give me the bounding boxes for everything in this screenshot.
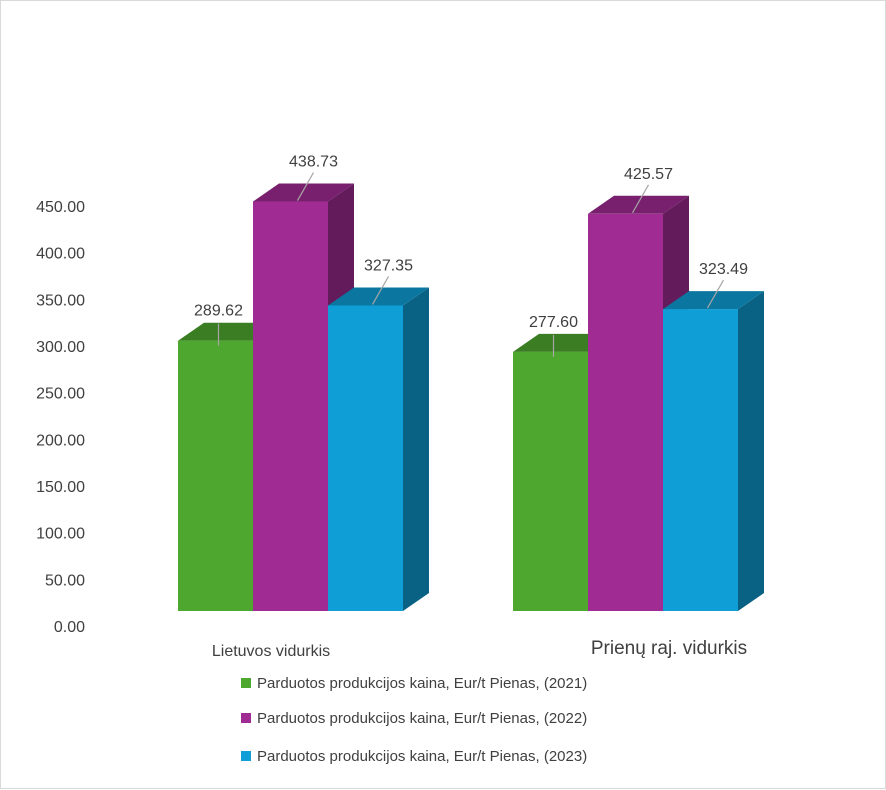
data-label: 438.73 [289, 154, 338, 171]
bar-2-2 [588, 213, 663, 611]
category-label: Lietuvos vidurkis [212, 643, 330, 660]
bar-2-3 [663, 309, 738, 611]
y-tick-label: 400.00 [36, 246, 85, 263]
y-tick-label: 450.00 [36, 199, 85, 216]
data-label: 327.35 [364, 257, 413, 274]
legend-entry: Parduotos produkcijos kaina, Eur/t Piena… [257, 675, 587, 692]
y-tick-label: 300.00 [36, 339, 85, 356]
data-label: 277.60 [529, 314, 578, 331]
y-tick-label: 150.00 [36, 479, 85, 496]
leader-line [706, 279, 725, 309]
bar-top-face [588, 195, 689, 214]
bar-1-2 [253, 201, 328, 611]
bar-1-3 [328, 305, 403, 611]
bar-top-face [663, 291, 764, 310]
data-label: 323.49 [699, 261, 748, 278]
bar-2-1 [513, 351, 588, 611]
legend-swatch [241, 751, 251, 761]
leader-line [296, 172, 315, 201]
data-label: 289.62 [194, 303, 243, 320]
bar-top-face [328, 287, 429, 306]
y-tick-label: 200.00 [36, 432, 85, 449]
legend-entry: Parduotos produkcijos kaina, Eur/t Piena… [257, 710, 587, 727]
data-label: 425.57 [624, 166, 673, 183]
y-tick-label: 0.00 [54, 619, 85, 636]
y-tick-label: 350.00 [36, 292, 85, 309]
bar-side-face [738, 291, 764, 611]
category-label: Prienų raj. vidurkis [591, 638, 747, 659]
leader-line [371, 276, 390, 305]
y-tick-label: 100.00 [36, 526, 85, 543]
y-tick-label: 50.00 [45, 572, 85, 589]
y-tick-label: 250.00 [36, 386, 85, 403]
legend-swatch [241, 713, 251, 723]
leader-line [631, 184, 650, 214]
bar-top-face [253, 183, 354, 202]
bar-1-1 [178, 340, 253, 611]
legend-entry: Parduotos produkcijos kaina, Eur/t Piena… [257, 748, 587, 765]
legend-swatch [241, 678, 251, 688]
bar-side-face [403, 287, 429, 611]
